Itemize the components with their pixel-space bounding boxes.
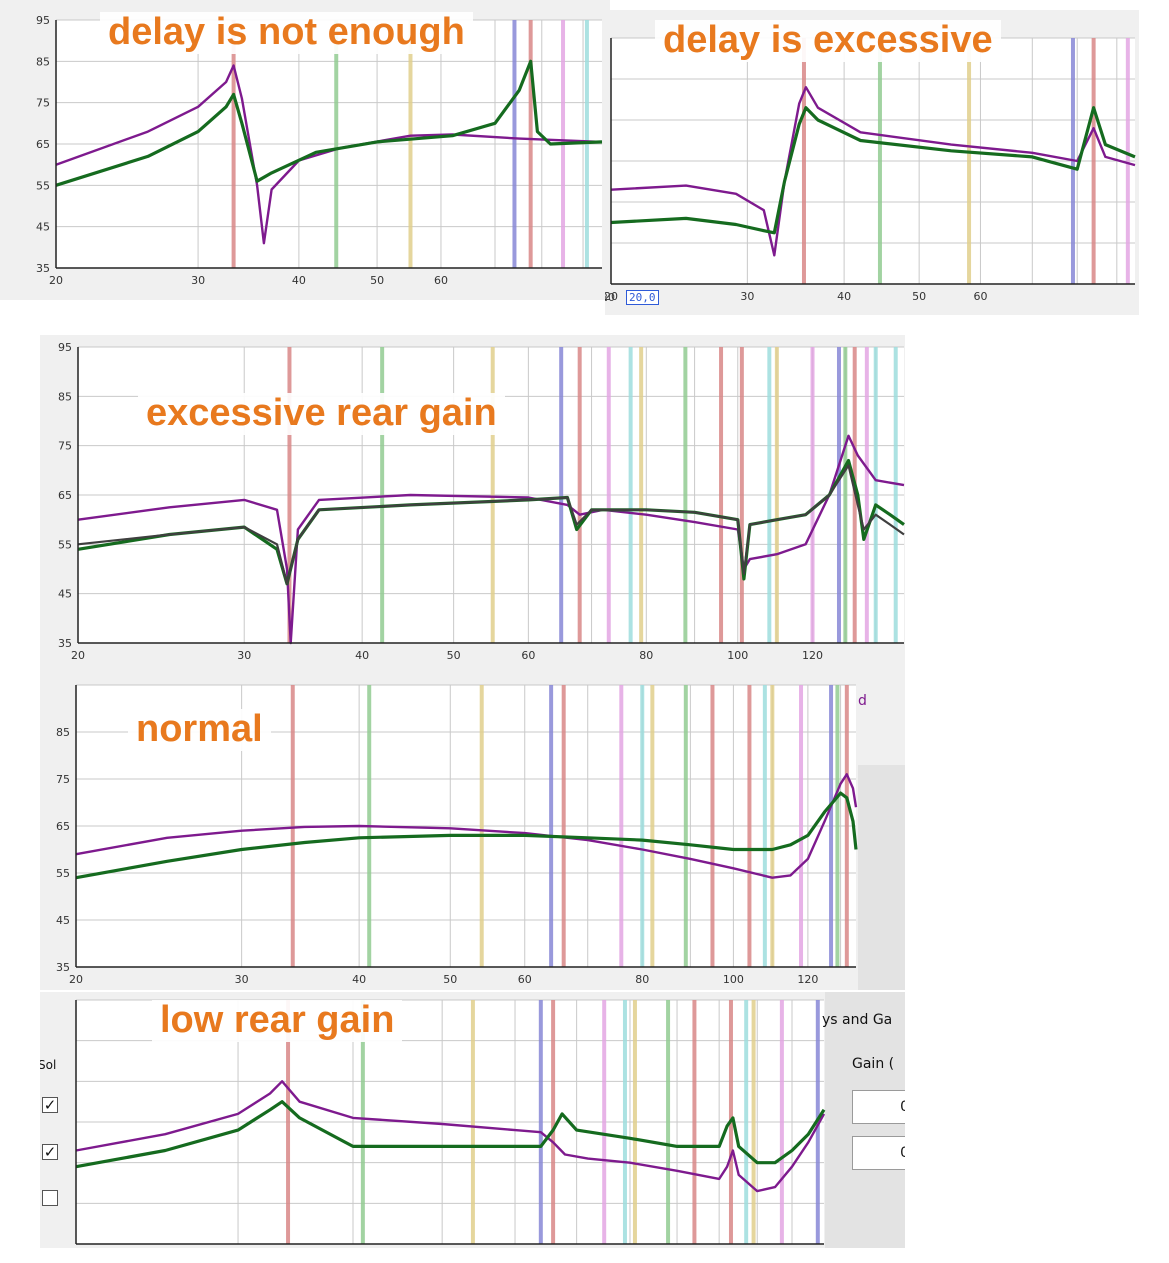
chart-title: delay is not enough (100, 11, 473, 54)
dialog-title-fragment: ys and Ga (822, 1012, 893, 1028)
gain-input-1[interactable]: 0 (852, 1090, 905, 1124)
x-tick-label: 30 (235, 973, 249, 986)
series-line (75, 773, 858, 879)
y-tick-label: 45 (58, 588, 72, 601)
y-tick-label: 35 (58, 637, 72, 650)
freq-input[interactable]: 20,0 (626, 290, 659, 305)
x-tick-label: 40 (352, 973, 366, 986)
x-tick-label: 120 (802, 649, 823, 662)
x-tick-label: 80 (635, 973, 649, 986)
x-tick-label: 60 (434, 274, 448, 287)
x-tick-label: 50 (443, 973, 457, 986)
chart-excessive-rear-gain-plot: 20 30 40 50 60 80 100 120 35 45 55 65 75 85 95 (58, 341, 905, 662)
series-line (75, 1080, 826, 1193)
x-tick-label: 80 (639, 649, 653, 662)
y-tick-label: 45 (56, 914, 70, 927)
y-tick-label: 45 (36, 221, 50, 234)
checkbox-2[interactable]: ✓ (42, 1143, 58, 1161)
x-tick-label: 30 (237, 649, 251, 662)
x-tick-label: 60 (521, 649, 535, 662)
x-tick-label: 100 (727, 649, 748, 662)
chart-normal: 20 30 40 50 60 80 100 120 35 45 55 65 75 85 normal d (40, 665, 905, 990)
y-tick-label: 55 (56, 867, 70, 880)
y-tick-label: 55 (36, 179, 50, 192)
series-line (55, 59, 603, 187)
x-tick-label: 60 (518, 973, 532, 986)
side-label-fragment: Sol (40, 1058, 57, 1072)
x-tick-label: 20 (69, 973, 83, 986)
chart-low-rear-gain: low rear gain ys and Ga Gain ( 0 0 Sol ✓… (40, 992, 905, 1248)
series-line (610, 106, 1136, 235)
chart-normal-plot: 20 30 40 50 60 80 100 120 35 45 55 65 75 85 (56, 684, 858, 986)
chart-delay-not-enough-plot: 20 30 40 50 60 35 45 55 65 75 85 95 (36, 14, 603, 287)
chart-title: excessive rear gain (138, 392, 505, 435)
y-tick-label: 95 (36, 14, 50, 27)
y-tick-label: 35 (36, 262, 50, 275)
chart-title: delay is excessive (655, 19, 1001, 62)
legend-fragment: d (858, 693, 867, 709)
checkbox-3[interactable] (42, 1190, 58, 1206)
dialog-background (858, 765, 905, 990)
gain-input-2[interactable]: 0 (852, 1136, 905, 1170)
series-line (55, 64, 603, 245)
series-line (75, 1100, 826, 1169)
y-tick-label: 75 (36, 97, 50, 110)
y-tick-label: 65 (36, 138, 50, 151)
y-tick-label: 65 (58, 489, 72, 502)
chart-excessive-rear-gain: 20 30 40 50 60 80 100 120 35 45 55 65 75 85 95 excessi… (40, 335, 905, 665)
chart-title: normal (128, 708, 271, 751)
y-tick-label: 85 (56, 726, 70, 739)
x-tick-label: 50 (370, 274, 384, 287)
y-tick-label: 75 (58, 440, 72, 453)
y-tick-label: 85 (58, 390, 72, 403)
y-tick-label: 55 (58, 538, 72, 551)
x-tick-label: 20 (605, 290, 618, 303)
y-tick-label: 35 (56, 961, 70, 974)
x-tick-label: 40 (292, 274, 306, 287)
x-tick-label: 20 (49, 274, 63, 287)
x-tick-label: 30 (191, 274, 205, 287)
freq-field-left-label: 20 (605, 291, 615, 304)
gain-label: Gain ( (852, 1056, 895, 1072)
y-tick-label: 65 (56, 820, 70, 833)
chart-delay-excessive: 20 30 40 50 60 delay is excessive 20 20,0 (605, 10, 1139, 315)
x-tick-label: 40 (837, 290, 851, 303)
chart-title: low rear gain (152, 999, 403, 1042)
x-tick-label: 20 (71, 649, 85, 662)
x-tick-label: 30 (740, 290, 754, 303)
y-tick-label: 85 (36, 55, 50, 68)
x-tick-label: 50 (912, 290, 926, 303)
y-tick-label: 95 (58, 341, 72, 354)
x-tick-label: 120 (797, 973, 818, 986)
series-line (75, 791, 858, 880)
x-tick-label: 60 (973, 290, 987, 303)
x-tick-label: 40 (355, 649, 369, 662)
series-line (77, 464, 905, 585)
chart-delay-not-enough: 20 30 40 50 60 35 45 55 65 75 85 95 delay is not en… (0, 0, 610, 300)
y-tick-label: 75 (56, 773, 70, 786)
checkbox-1[interactable]: ✓ (42, 1096, 58, 1114)
x-tick-label: 100 (723, 973, 744, 986)
chart-delay-excessive-plot: 20 30 40 50 60 (605, 37, 1136, 303)
x-tick-label: 50 (447, 649, 461, 662)
